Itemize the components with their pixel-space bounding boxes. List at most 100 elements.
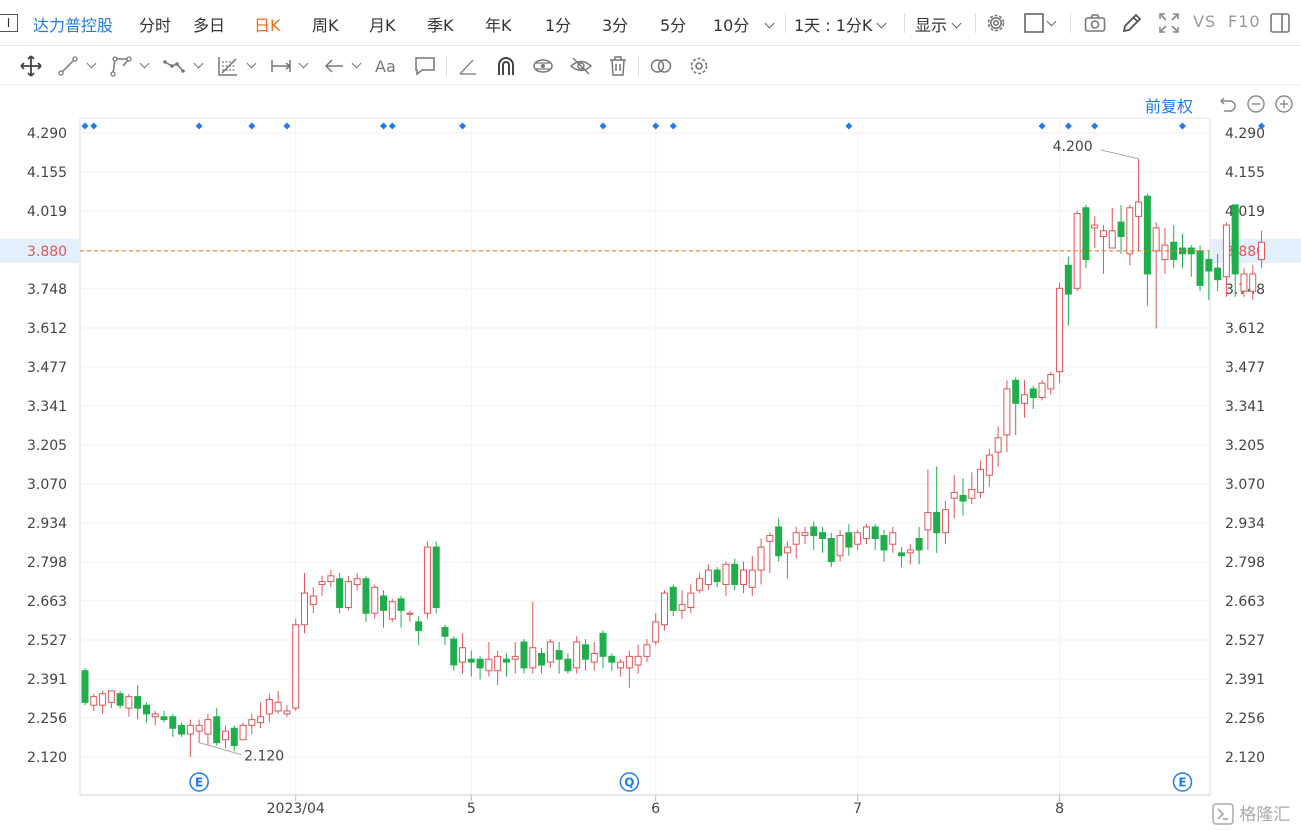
pencil-icon[interactable] xyxy=(1120,11,1144,35)
tab-3min[interactable]: 3分 xyxy=(602,16,629,35)
arrow-tool-icon[interactable] xyxy=(322,54,346,78)
hide-drawings-icon[interactable] xyxy=(569,54,593,78)
fib-tool-icon[interactable] xyxy=(216,54,240,78)
trash-icon[interactable] xyxy=(606,54,630,78)
candle-down xyxy=(441,627,449,637)
period-toolbar: I 达力普控股 分时 多日 日K 周K 月K 季K 年K 1分 3分 5分 10… xyxy=(0,0,1301,46)
candle-down xyxy=(775,526,783,557)
zoom-in-icon[interactable] xyxy=(1274,94,1294,114)
dividend-marker xyxy=(380,122,388,130)
grid xyxy=(80,118,1210,795)
tab-quarterly-k[interactable]: 季K xyxy=(427,16,454,35)
candle-up xyxy=(625,655,633,669)
event-marker: E xyxy=(189,772,209,792)
settings-icon[interactable] xyxy=(687,54,711,78)
chevron-down-icon[interactable] xyxy=(86,58,97,69)
comment-tool-icon[interactable] xyxy=(413,54,437,78)
candle-down xyxy=(142,704,150,715)
chevron-down-icon[interactable] xyxy=(193,58,204,69)
text-tool-icon[interactable]: Aa xyxy=(375,54,399,78)
y-tick-label: 2.798 xyxy=(1225,555,1265,571)
candle-down xyxy=(555,650,563,660)
angle-tool-icon[interactable] xyxy=(456,54,480,78)
gear-icon[interactable] xyxy=(984,11,1008,35)
chevron-down-icon[interactable] xyxy=(351,58,362,69)
dividend-marker xyxy=(1091,122,1099,130)
y-tick-label: 2.256 xyxy=(1225,711,1265,727)
sync-icon[interactable] xyxy=(531,54,555,78)
y-tick-label: 2.120 xyxy=(1225,750,1265,766)
candle-up xyxy=(239,724,247,741)
dividend-marker xyxy=(1179,122,1186,130)
annotations: 4.200 2.120 xyxy=(199,139,1139,765)
tab-1min[interactable]: 1分 xyxy=(545,16,572,35)
candle-up xyxy=(801,532,809,537)
y-axis-left: 4.290 4.155 4.019 3.880 3.748 3.612 3.477 3.341… xyxy=(0,126,80,766)
panel-toggle-icon[interactable]: I xyxy=(0,14,18,32)
candle-up xyxy=(941,509,949,534)
chevron-down-icon[interactable] xyxy=(139,58,150,69)
tab-monthly-k[interactable]: 月K xyxy=(369,16,396,35)
dividend-marker xyxy=(388,122,396,130)
candle-up xyxy=(485,658,493,672)
chart-type-icon[interactable] xyxy=(1022,11,1046,35)
candle-up xyxy=(634,655,642,666)
candle-up xyxy=(1020,394,1028,404)
tab-multi-day[interactable]: 多日 xyxy=(193,16,226,35)
dividend-marker xyxy=(81,122,89,130)
candle-down xyxy=(230,727,238,746)
dividend-marker xyxy=(669,122,677,130)
undo-icon[interactable] xyxy=(1218,94,1238,114)
candle-up xyxy=(1240,273,1248,292)
tab-weekly-k[interactable]: 周K xyxy=(312,16,339,35)
tab-10min[interactable]: 10分 xyxy=(713,16,750,35)
tab-intraday[interactable]: 分时 xyxy=(139,16,172,35)
toolbar-divider xyxy=(1070,13,1071,33)
candle-down xyxy=(1196,250,1204,286)
compare-vs-button[interactable]: VS xyxy=(1193,12,1217,31)
line-tool-icon[interactable] xyxy=(56,54,80,78)
chevron-down-icon[interactable] xyxy=(246,58,257,69)
tab-daily-k[interactable]: 日K xyxy=(254,16,281,35)
zoom-out-icon[interactable] xyxy=(1246,94,1266,114)
candle-up xyxy=(1099,230,1107,238)
camera-icon[interactable] xyxy=(1083,11,1107,35)
polyline-tool-icon[interactable] xyxy=(162,54,186,78)
chevron-down-icon[interactable] xyxy=(1046,16,1057,27)
measure-tool-icon[interactable] xyxy=(269,54,293,78)
fullscreen-icon[interactable] xyxy=(1157,11,1181,35)
compare-icon[interactable] xyxy=(649,54,673,78)
side-panel-icon[interactable] xyxy=(1268,11,1292,35)
y-tick-label: 4.290 xyxy=(1225,126,1265,142)
tab-5min[interactable]: 5分 xyxy=(660,16,687,35)
stock-name[interactable]: 达力普控股 xyxy=(33,16,114,35)
y-tick-label: 3.341 xyxy=(27,399,67,415)
candle-up xyxy=(301,592,308,626)
move-icon[interactable] xyxy=(19,54,43,78)
candle-up xyxy=(906,549,914,554)
candle-up xyxy=(151,713,159,718)
y-tick-label: 2.663 xyxy=(27,594,67,610)
chevron-down-icon[interactable] xyxy=(298,58,309,69)
toolbar-divider xyxy=(446,56,447,76)
channel-tool-icon[interactable] xyxy=(109,54,133,78)
magnet-icon[interactable] xyxy=(494,54,518,78)
dividend-marker xyxy=(1038,122,1046,130)
candle-down xyxy=(432,546,440,608)
kline-chart[interactable]: 4.290 4.155 4.019 3.880 3.748 3.612 3.477 3.341… xyxy=(0,115,1301,830)
price-adjust-toggle[interactable]: 前复权 xyxy=(1145,97,1194,116)
candle-up xyxy=(546,641,554,663)
period-dropdown[interactable]: 1天 : 1分K xyxy=(794,12,887,36)
chevron-down-icon[interactable] xyxy=(764,18,775,29)
f10-button[interactable]: F10 xyxy=(1228,12,1261,31)
candle-up xyxy=(766,535,774,542)
candle-down xyxy=(731,563,739,585)
tab-yearly-k[interactable]: 年K xyxy=(485,16,512,35)
candle-up xyxy=(968,489,976,499)
candle-down xyxy=(1082,207,1090,261)
y-tick-label: 2.663 xyxy=(1225,594,1265,610)
event-marker-circle xyxy=(189,772,209,792)
y-tick-label: 3.477 xyxy=(1225,360,1265,376)
display-dropdown[interactable]: 显示 xyxy=(915,12,962,36)
